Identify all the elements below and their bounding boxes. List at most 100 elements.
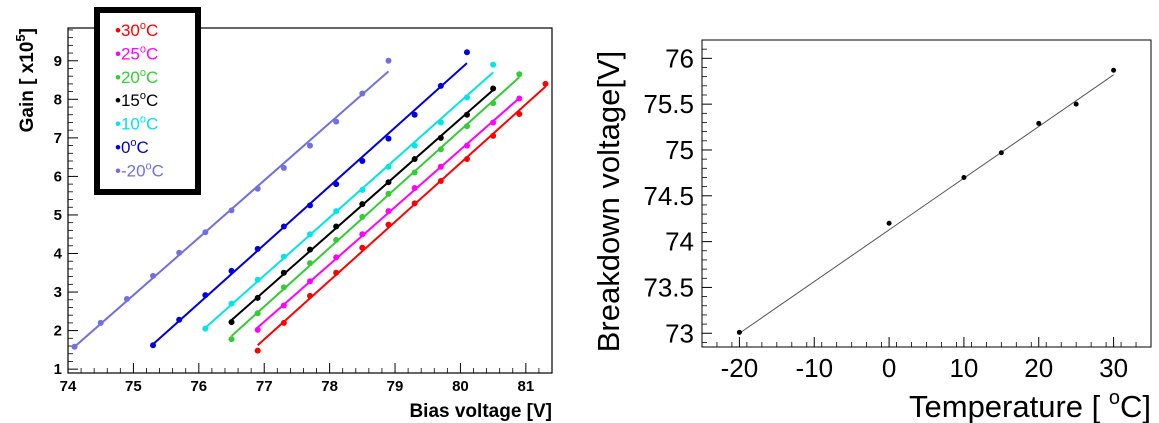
data-point: [886, 220, 892, 226]
legend-entry: •15oC: [115, 90, 158, 110]
y-tick-label: 1: [54, 361, 62, 378]
data-point: [280, 302, 287, 309]
breakdown-plot-frame: [701, 39, 1152, 348]
data-point: [97, 319, 104, 326]
legend-entry: •20oC: [115, 67, 158, 87]
y-tick-label: 7: [54, 130, 62, 147]
data-point: [307, 246, 313, 253]
data-point: [490, 132, 497, 139]
data-point: [150, 272, 157, 279]
data-point: [359, 231, 366, 238]
x-tick-label: 74: [60, 378, 77, 395]
data-point: [463, 94, 470, 101]
gain-series--20C: [71, 57, 392, 350]
data-point: [490, 100, 497, 107]
data-point: [254, 326, 261, 333]
data-point: [490, 61, 497, 68]
data-point: [385, 190, 392, 197]
y-tick-label: 2: [54, 323, 62, 340]
data-point: [176, 316, 183, 323]
data-point: [1073, 101, 1079, 107]
gain-series-20C: [228, 71, 523, 343]
data-point: [385, 163, 392, 170]
data-point: [359, 90, 366, 97]
breakdown-chart: -20 -10 0 10 20 30 73 73.5 74 74.5 75 75.5 76 Tempera…: [591, 39, 1152, 423]
data-point: [333, 181, 340, 188]
data-point: [333, 118, 340, 125]
data-point: [333, 254, 340, 261]
data-point: [411, 142, 418, 149]
data-point: [202, 229, 209, 236]
data-point: [385, 135, 392, 142]
y-tick-label: 9: [54, 53, 62, 70]
data-point: [202, 325, 209, 332]
y-axis-label: Breakdown voltage[V]: [591, 51, 626, 353]
data-point: [437, 146, 444, 153]
x-tick-label: 80: [452, 378, 469, 395]
data-point: [123, 295, 130, 302]
fit-line: [204, 71, 494, 329]
data-point: [516, 95, 523, 102]
legend-entry: •0oC: [115, 137, 149, 157]
y-tick-label: 74: [665, 227, 694, 257]
data-point: [463, 111, 470, 118]
data-point: [307, 231, 313, 238]
data-point: [280, 253, 287, 260]
x-tick-label: 30: [1099, 353, 1128, 383]
legend-entry: •10oC: [115, 114, 158, 134]
data-point: [359, 201, 366, 208]
data-point: [280, 319, 287, 326]
data-point: [437, 82, 444, 89]
data-point: [961, 174, 967, 180]
x-tick-label: 10: [949, 353, 978, 383]
data-point: [333, 237, 340, 244]
data-point: [385, 179, 392, 186]
data-point: [280, 284, 287, 291]
x-axis-label: Temperature [ oC]: [909, 387, 1151, 423]
data-point: [359, 157, 366, 164]
data-point: [437, 178, 444, 185]
data-point: [254, 294, 261, 301]
x-tick-label: -10: [795, 353, 833, 383]
y-tick-label: 73.5: [643, 272, 694, 302]
data-point: [333, 208, 340, 215]
x-tick-label: 78: [321, 378, 338, 395]
legend-box: [94, 7, 201, 195]
x-tick-label: 76: [190, 378, 207, 395]
data-point: [411, 200, 418, 207]
data-point: [385, 221, 392, 228]
gain-series-10C: [202, 61, 497, 332]
data-point: [228, 319, 235, 326]
y-tick-label: 8: [54, 91, 62, 108]
x-tick-label: 79: [387, 378, 404, 395]
data-point: [437, 163, 444, 170]
y-tick-label: 74.5: [643, 181, 694, 211]
data-point: [333, 269, 340, 276]
data-point: [359, 244, 366, 251]
data-point: [1036, 120, 1042, 126]
fit-line: [739, 74, 1114, 334]
data-point: [254, 245, 261, 252]
x-tick-label: 20: [1024, 353, 1053, 383]
data-point: [333, 223, 340, 230]
data-point: [307, 292, 313, 299]
x-tick-label: 77: [256, 378, 273, 395]
y-tick-label: 6: [54, 168, 62, 185]
legend-entry: •25oC: [115, 43, 158, 63]
y-axis-label: Gain [ x105]: [13, 28, 38, 132]
data-point: [516, 110, 523, 117]
data-point: [411, 111, 418, 118]
gain-chart: 74 75 76 77 78 79 80 81123456789•30oC•25oC•20oC…: [13, 7, 553, 422]
gain-series-25C: [254, 95, 523, 333]
data-point: [463, 49, 470, 56]
gain-series-15C: [228, 85, 497, 326]
y-tick-label: 73: [665, 318, 694, 348]
y-tick-label: 76: [665, 43, 694, 73]
x-tick-label: 75: [125, 378, 142, 395]
gain-plot-frame: [67, 27, 553, 374]
legend-entry: •30oC: [115, 20, 158, 40]
y-tick-label: 75.5: [643, 89, 694, 119]
data-point: [307, 202, 313, 209]
x-tick-label: -20: [721, 353, 759, 383]
data-point: [516, 71, 523, 78]
